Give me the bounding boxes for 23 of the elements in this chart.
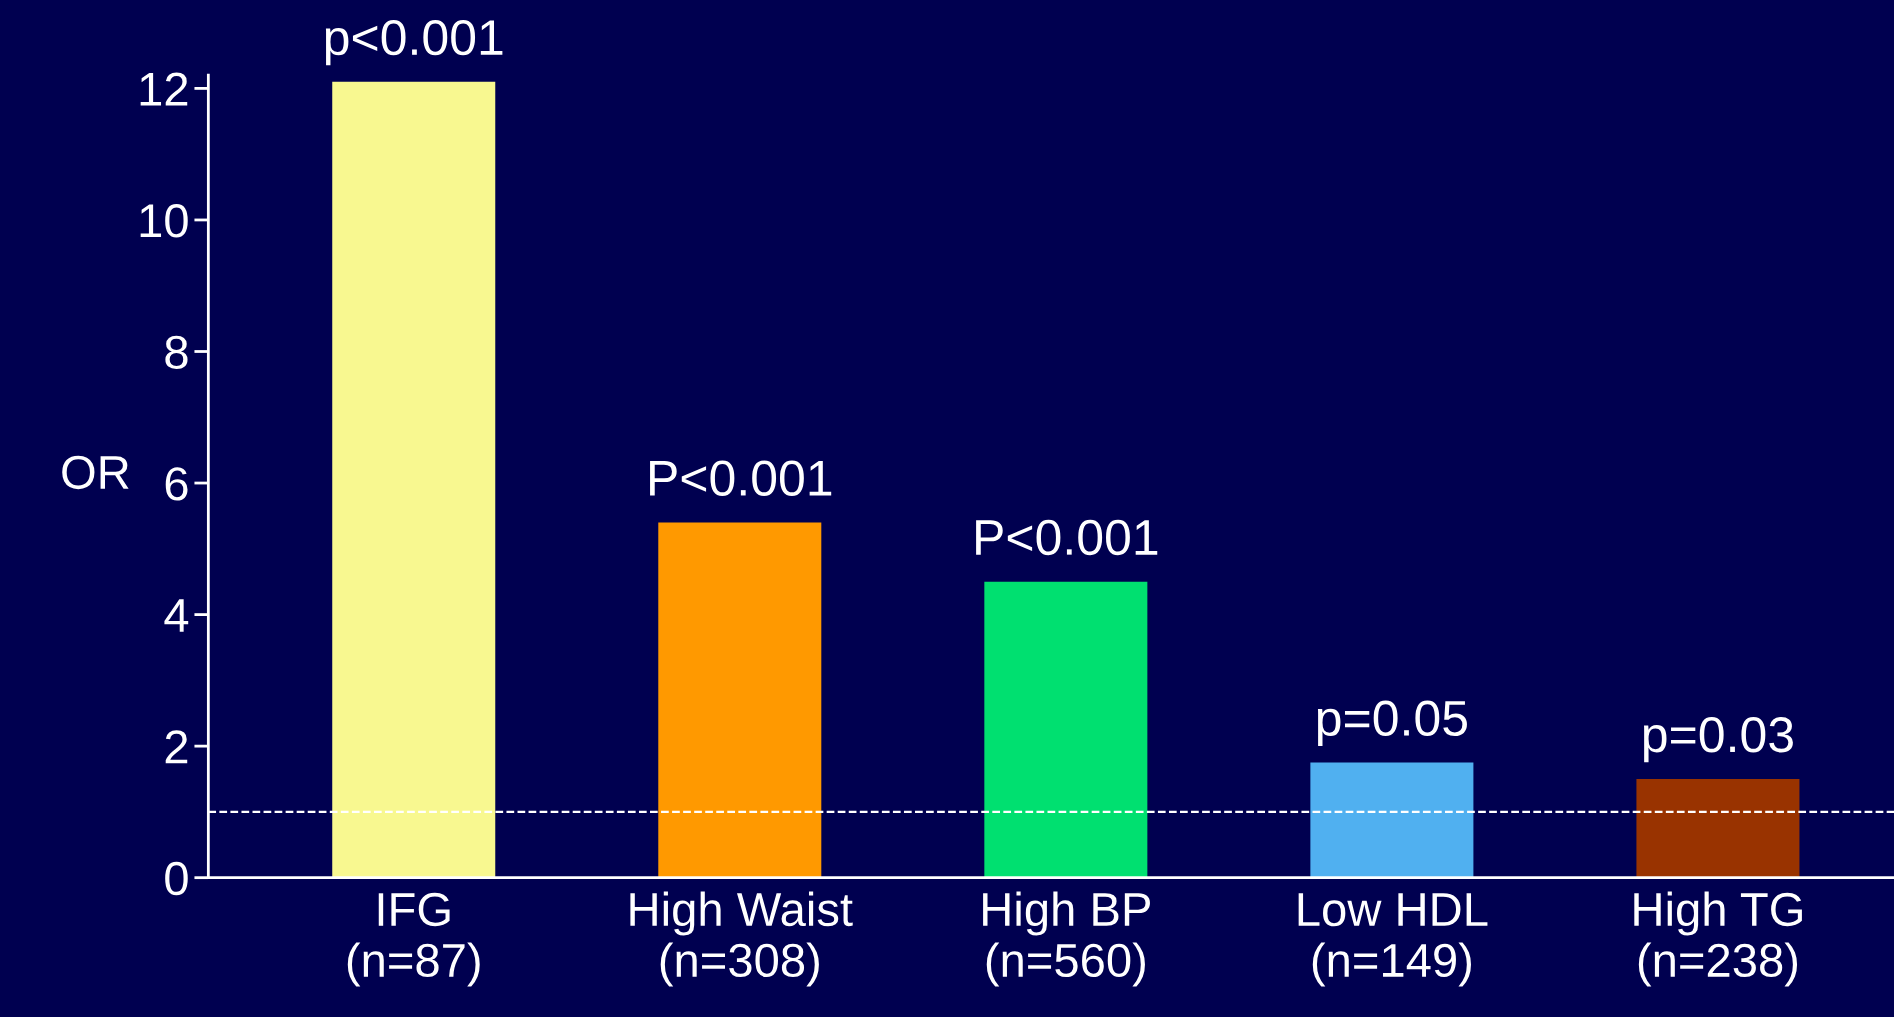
- y-tick-label: 12: [140, 72, 188, 106]
- y-tick-label: 6: [165, 467, 188, 501]
- y-tick-label: 8: [165, 335, 188, 370]
- bar: [658, 522, 822, 878]
- y-tick-label: 10: [140, 204, 188, 238]
- x-tick-label: Low HDL (n=149): [1298, 893, 1488, 987]
- y-tick-label: 4: [164, 599, 189, 632]
- x-tick-label: High TG (n=238): [1634, 891, 1802, 987]
- bar: [1310, 762, 1474, 878]
- annotation: p=0.05: [1317, 700, 1467, 746]
- annotation: p<0.001: [325, 19, 503, 66]
- y-tick-label: 2: [165, 730, 188, 764]
- bar: [984, 581, 1148, 878]
- y-axis-title: OR: [62, 455, 129, 490]
- bar: [332, 81, 496, 878]
- bar: [1636, 779, 1800, 878]
- annotation: P<0.001: [650, 460, 832, 496]
- x-tick-label: High BP (n=560): [983, 891, 1150, 987]
- x-tick-label: IFG (n=87): [347, 892, 480, 987]
- x-tick-label: High Waist (n=308): [630, 891, 853, 987]
- annotation: p=0.03: [1644, 717, 1793, 763]
- y-tick-label: 0: [165, 861, 188, 896]
- annotation: P<0.001: [976, 519, 1158, 556]
